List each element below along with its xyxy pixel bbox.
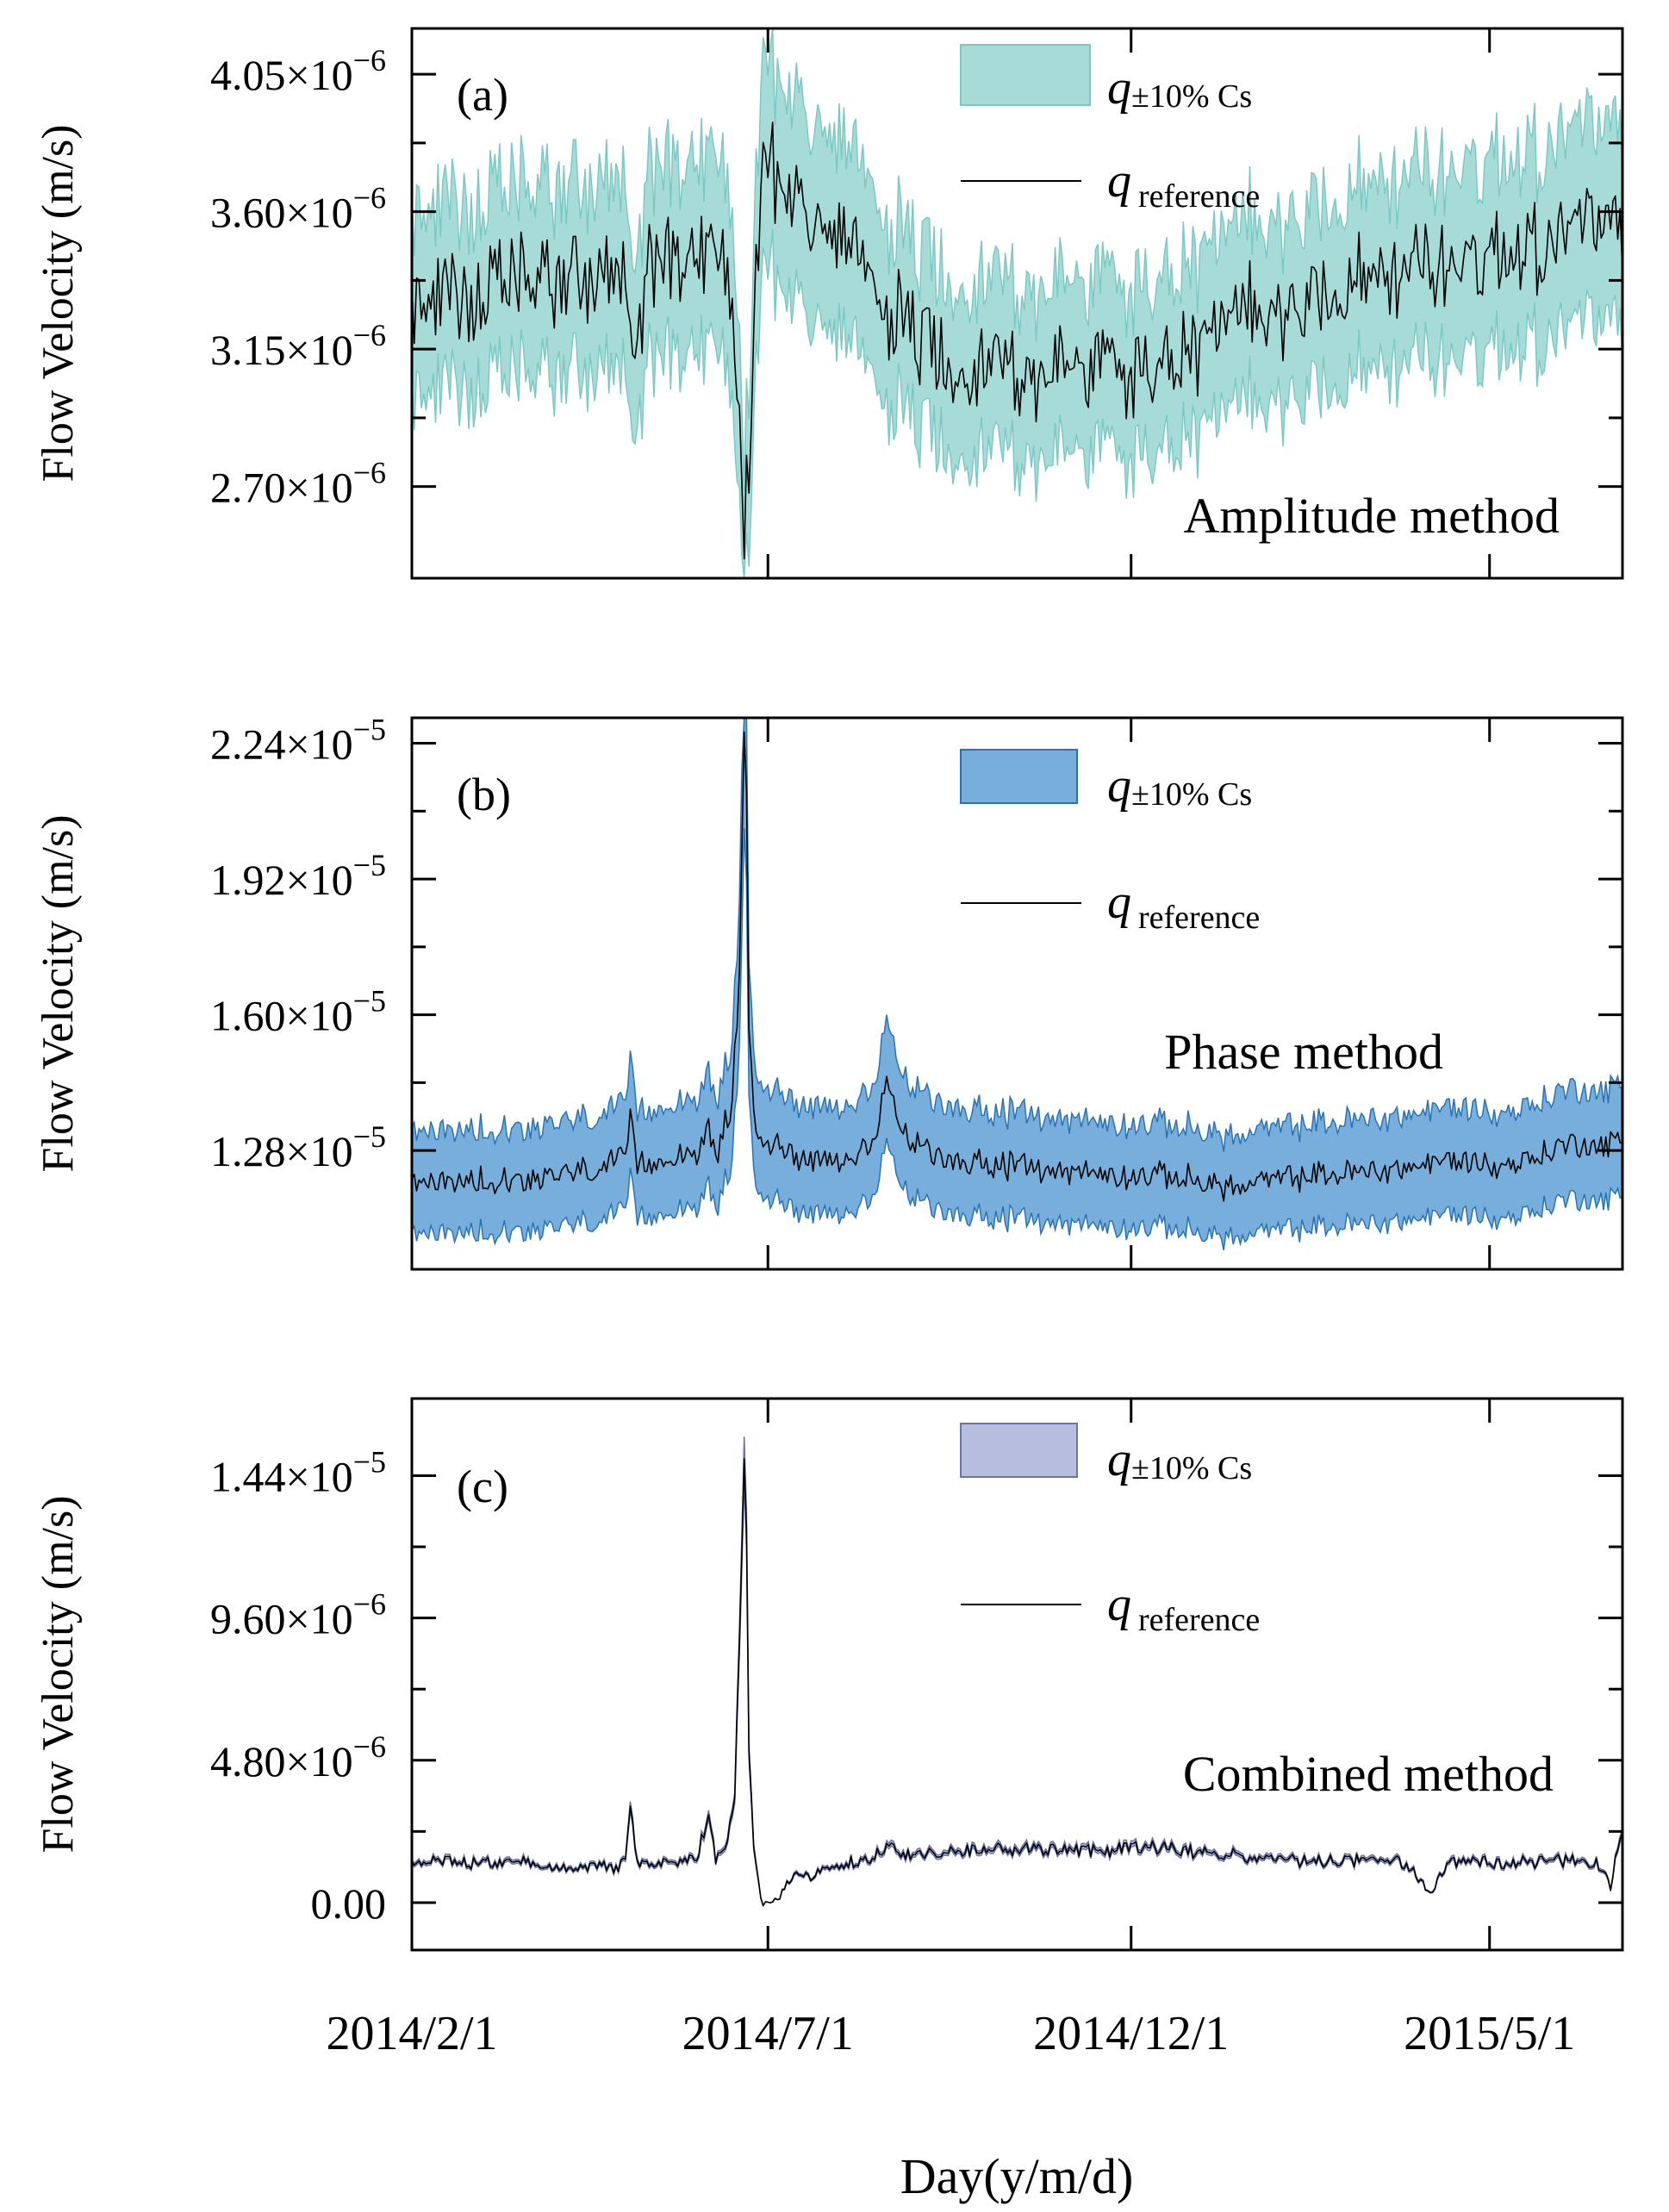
- y-tick-mantissa: 4.05×10: [210, 51, 353, 99]
- y-tick-mantissa: 2.70×10: [210, 464, 353, 512]
- x-tick-label: 2014/7/1: [682, 2007, 854, 2060]
- y-tick-exponent: −6: [353, 456, 386, 490]
- method-label: Phase method: [1164, 1024, 1443, 1080]
- uncertainty-band: [411, 1436, 1623, 1908]
- legend: q±10% Cs q reference: [960, 749, 1260, 936]
- y-tick-mantissa: 1.60×10: [210, 992, 353, 1040]
- plot-frame: [410, 27, 1624, 580]
- reference-series-line: [411, 731, 1623, 1202]
- legend-band-label: q±10% Cs: [1107, 759, 1252, 813]
- panel-label: (a): [457, 69, 508, 121]
- y-tick-exponent: −5: [353, 713, 386, 747]
- x-tick-label: 2014/12/1: [1033, 2007, 1229, 2060]
- legend-line-label: q reference: [1107, 875, 1260, 936]
- y-tick-label: 4.05×10−6: [210, 43, 386, 99]
- y-tick-label: 0.00: [311, 1879, 387, 1928]
- reference-series-line: [411, 122, 1623, 560]
- x-tick-label: 2014/2/1: [326, 2007, 497, 2060]
- y-tick-mantissa: 2.24×10: [210, 720, 353, 769]
- legend: q±10% Cs q reference: [960, 44, 1260, 215]
- y-tick-mantissa: 3.60×10: [210, 189, 353, 237]
- y-tick-label: 3.15×10−6: [210, 318, 386, 374]
- x-tick-labels: 2014/2/1 2014/7/1 2014/12/1 2015/5/1: [326, 2007, 1575, 2060]
- legend: q±10% Cs q reference: [960, 1423, 1260, 1638]
- plot-frame: [410, 716, 1624, 1271]
- panel-label: (c): [457, 1461, 508, 1512]
- y-tick-exponent: −6: [353, 1729, 386, 1764]
- y-tick-exponent: −6: [353, 43, 386, 78]
- y-tick-mantissa: 1.44×10: [210, 1452, 353, 1500]
- y-axis-label: Flow Velocity (m/s): [34, 814, 83, 1172]
- y-tick-mantissa: 1.92×10: [210, 856, 353, 904]
- y-tick-exponent: −5: [353, 848, 386, 882]
- axis-ticks: 2.24×10−51.92×10−51.60×10−51.28×10−5: [210, 713, 1622, 1269]
- x-axis-label: Day(y/m/d): [900, 2148, 1134, 2204]
- y-tick-mantissa: 1.28×10: [210, 1127, 353, 1175]
- y-tick-label: 4.80×10−6: [210, 1729, 386, 1785]
- legend-band-swatch: [960, 749, 1078, 804]
- y-tick-exponent: −5: [353, 984, 386, 1019]
- y-tick-mantissa: 9.60×10: [210, 1595, 353, 1643]
- y-tick-label: 1.60×10−5: [210, 984, 386, 1040]
- legend-line-label: q reference: [1107, 154, 1260, 215]
- panel-combined: 1.44×10−59.60×10−64.80×10−60.00 Flow Vel…: [34, 1397, 1624, 1952]
- y-tick-label: 9.60×10−6: [210, 1587, 386, 1643]
- legend-line-label: q reference: [1107, 1578, 1260, 1638]
- y-tick-label: 2.70×10−6: [210, 456, 386, 512]
- y-tick-mantissa: 4.80×10: [210, 1737, 353, 1785]
- y-tick-exponent: −6: [353, 1587, 386, 1622]
- panel-phase: 2.24×10−51.92×10−51.60×10−51.28×10−5 Flo…: [34, 713, 1624, 1271]
- y-tick-mantissa: 3.15×10: [210, 326, 353, 374]
- panel-label: (b): [457, 769, 511, 820]
- y-tick-label: 3.60×10−6: [210, 181, 386, 237]
- y-tick-label: 1.92×10−5: [210, 848, 386, 904]
- panel-amplitude: 4.05×10−63.60×10−63.15×10−62.70×10−6 Flo…: [34, 27, 1624, 580]
- y-tick-exponent: −6: [353, 181, 386, 215]
- y-tick-exponent: −5: [353, 1119, 386, 1154]
- legend-band-label: q±10% Cs: [1107, 1433, 1252, 1486]
- legend-band-swatch: [960, 44, 1091, 106]
- legend-band-swatch: [960, 1423, 1078, 1478]
- y-tick-label: 1.44×10−5: [210, 1444, 386, 1500]
- axis-ticks: 4.05×10−63.60×10−63.15×10−62.70×10−6: [210, 28, 1622, 578]
- y-axis-label: Flow Velocity (m/s): [34, 124, 83, 482]
- y-tick-label: 1.28×10−5: [210, 1119, 386, 1175]
- method-label: Amplitude method: [1183, 488, 1560, 544]
- method-label: Combined method: [1183, 1746, 1554, 1802]
- y-tick-label: 2.24×10−5: [210, 713, 386, 769]
- y-tick-exponent: −5: [353, 1444, 386, 1479]
- y-tick-mantissa: 0.00: [311, 1879, 387, 1928]
- legend-band-label: q±10% Cs: [1107, 61, 1252, 115]
- y-tick-exponent: −6: [353, 318, 386, 352]
- reference-series-line: [411, 1458, 1623, 1907]
- x-tick-label: 2015/5/1: [1404, 2007, 1575, 2060]
- plot-frame: [410, 1397, 1624, 1952]
- y-axis-label: Flow Velocity (m/s): [34, 1495, 83, 1853]
